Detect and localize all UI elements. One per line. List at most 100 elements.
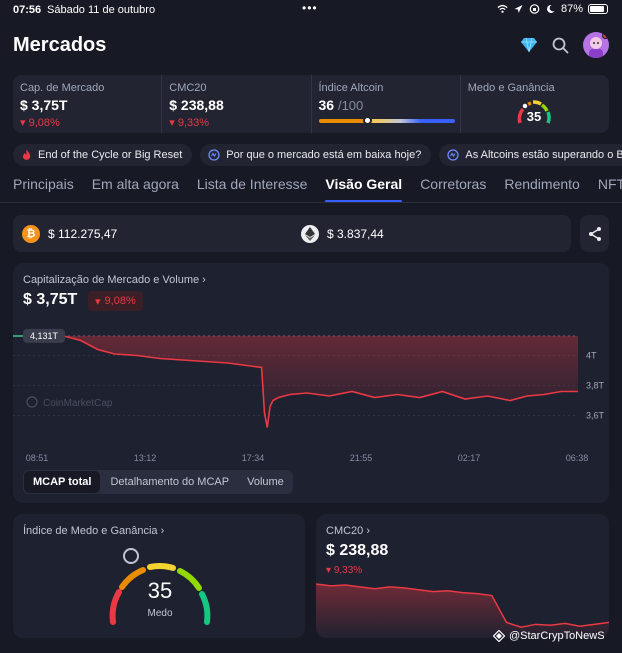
altcoin-index-marker: [362, 116, 372, 125]
stat-label: Medo e Ganância: [467, 82, 555, 94]
stat-value: $ 238,88: [169, 97, 224, 113]
btc-price[interactable]: ₿ $ 112.275,47: [13, 215, 292, 252]
location-icon: [514, 5, 523, 13]
news-pill[interactable]: As Altcoins estão superando o Bitcoin: [439, 144, 622, 166]
wifi-icon: [497, 4, 508, 13]
status-bar: 07:56 Sábado 11 de outubro ••• 87%: [0, 0, 622, 20]
cmc20-change: ▾ 9,33%: [326, 565, 362, 576]
status-icons: 87%: [497, 3, 608, 15]
status-time: 07:56: [13, 4, 42, 16]
avatar-face-icon: [589, 37, 603, 58]
caret-down-icon: ▾: [95, 295, 101, 308]
segment-mcap-breakdown[interactable]: Detalhamento do MCAP: [110, 476, 230, 488]
watermark-text: @StarCrypToNewS: [509, 630, 605, 642]
news-pills: End of the Cycle or Big Reset Por que o …: [13, 144, 622, 166]
stat-cmc20[interactable]: CMC20 $ 238,88 ▾ 9,33%: [162, 75, 312, 133]
x-tick-label: 17:34: [242, 453, 265, 463]
cmc20-sparkline: [316, 583, 609, 638]
x-tick-label: 21:55: [350, 453, 373, 463]
y-tick-label: 4T: [586, 351, 597, 361]
market-stats-bar: Cap. de Mercado $ 3,75T ▾ 9,08% CMC20 $ …: [13, 75, 609, 133]
stat-change: ▾ 9,08%: [20, 116, 154, 129]
tab-corretoras[interactable]: Corretoras: [420, 176, 487, 192]
y-tick-label: 3,6T: [586, 411, 605, 421]
cmc20-value: $ 238,88: [326, 542, 389, 559]
share-button[interactable]: [580, 215, 609, 252]
chevron-right-icon: ›: [160, 525, 165, 537]
coin-prices-bar: ₿ $ 112.275,47 $ 3.837,44: [13, 215, 571, 252]
fear-greed-needle-knob: [123, 548, 139, 564]
tab-nft[interactable]: NFT: [597, 176, 622, 192]
chart-line: [13, 333, 578, 428]
news-pill[interactable]: End of the Cycle or Big Reset: [13, 144, 193, 166]
multitask-dots-icon[interactable]: •••: [302, 1, 318, 15]
tab-lista-de-interesse[interactable]: Lista de Interesse: [196, 176, 308, 192]
reference-label: 4,131T: [23, 328, 65, 343]
y-tick-label: 3,8T: [586, 381, 605, 391]
cmc20-title: CMC20: [326, 525, 364, 537]
tab-em-alta-agora[interactable]: Em alta agora: [91, 176, 179, 192]
search-icon[interactable]: [552, 37, 569, 54]
chart-card-title: Capitalização de Mercado e Volume: [23, 274, 200, 286]
sparkline-line: [316, 583, 609, 628]
news-pill-text: End of the Cycle or Big Reset: [38, 149, 183, 161]
news-pill[interactable]: Por que o mercado está em baixa hoje?: [200, 144, 432, 166]
fear-greed-status: Medo: [147, 608, 172, 619]
fear-greed-card[interactable]: Índice de Medo e Ganância › 35 Medo: [13, 514, 305, 638]
tab-rendimento[interactable]: Rendimento: [504, 176, 580, 192]
x-tick-label: 02:17: [458, 453, 481, 463]
status-date: Sábado 11 de outubro: [47, 4, 156, 16]
eth-price[interactable]: $ 3.837,44: [292, 215, 571, 252]
fear-greed-gauge: 35 Medo: [109, 548, 211, 625]
moon-icon: [547, 4, 555, 13]
stat-altcoin-index[interactable]: Índice Altcoin 36 /100: [312, 75, 461, 133]
x-tick-label: 06:38: [566, 453, 589, 463]
market-cap-chart-card[interactable]: Capitalização de Mercado e Volume › $ 3,…: [13, 263, 609, 503]
cmc20-change-value: 9,33%: [333, 565, 363, 576]
altcoin-index-bar: [318, 119, 455, 123]
diamond-icon[interactable]: [520, 37, 538, 53]
altcoin-index-value: 36: [318, 97, 335, 113]
fear-greed-mini-gauge: 35: [517, 100, 551, 124]
chart-watermark: CoinMarketCap: [26, 396, 113, 409]
ethereum-icon: [301, 224, 319, 243]
ai-icon: [208, 149, 220, 161]
market-cap-line-chart[interactable]: CoinMarketCap 4,131T 4T 3,8T 3,6T 08:51 13:…: [13, 318, 609, 468]
segment-mcap-total[interactable]: MCAP total: [23, 470, 102, 494]
x-tick-label: 08:51: [26, 453, 49, 463]
avatar[interactable]: [583, 32, 609, 58]
share-icon: [588, 226, 601, 241]
stat-label: Cap. de Mercado: [20, 82, 105, 94]
btc-price-value: $ 112.275,47: [48, 226, 118, 241]
caret-down-icon: ▾: [326, 565, 334, 576]
caret-down-icon: ▾: [169, 117, 178, 129]
chart-card-label[interactable]: Capitalização de Mercado e Volume ›: [23, 274, 206, 286]
chart-watermark-text: CoinMarketCap: [43, 398, 113, 409]
bitcoin-icon: ₿: [22, 224, 40, 243]
stat-label: Índice Altcoin: [318, 82, 384, 94]
fear-greed-mini-value: 35: [527, 109, 541, 124]
market-cap-change-value: 9,08%: [104, 295, 136, 307]
fear-greed-card-label[interactable]: Índice de Medo e Ganância ›: [23, 525, 164, 537]
tab-visao-geral[interactable]: Visão Geral: [325, 176, 402, 202]
fire-icon: [22, 149, 31, 160]
svg-text:4,131T: 4,131T: [30, 331, 59, 341]
stat-change-value: 9,33%: [177, 117, 210, 129]
chart-mode-selector: MCAP total Detalhamento do MCAP Volume: [23, 470, 293, 494]
cmc20-card-label[interactable]: CMC20 ›: [326, 525, 370, 537]
fear-greed-title: Índice de Medo e Ganância: [23, 525, 158, 537]
stat-market-cap[interactable]: Cap. de Mercado $ 3,75T ▾ 9,08%: [13, 75, 163, 133]
cmc20-card[interactable]: CMC20 › $ 238,88 ▾ 9,33%: [316, 514, 609, 638]
altcoin-index-max: /100: [337, 98, 364, 113]
stat-fear-greed[interactable]: Medo e Ganância 35: [461, 75, 609, 133]
stat-value: $ 3,75T: [20, 97, 68, 113]
stat-change-value: 9,08%: [28, 117, 60, 129]
stat-change: ▾ 9,33%: [169, 116, 303, 129]
stat-value: 36 /100: [319, 97, 453, 113]
segment-volume[interactable]: Volume: [247, 476, 284, 488]
lock-rotation-icon: [529, 4, 540, 14]
news-pill-text: Por que o mercado está em baixa hoje?: [226, 149, 422, 161]
tab-principais[interactable]: Principais: [13, 176, 74, 192]
caret-down-icon: ▾: [20, 117, 29, 129]
